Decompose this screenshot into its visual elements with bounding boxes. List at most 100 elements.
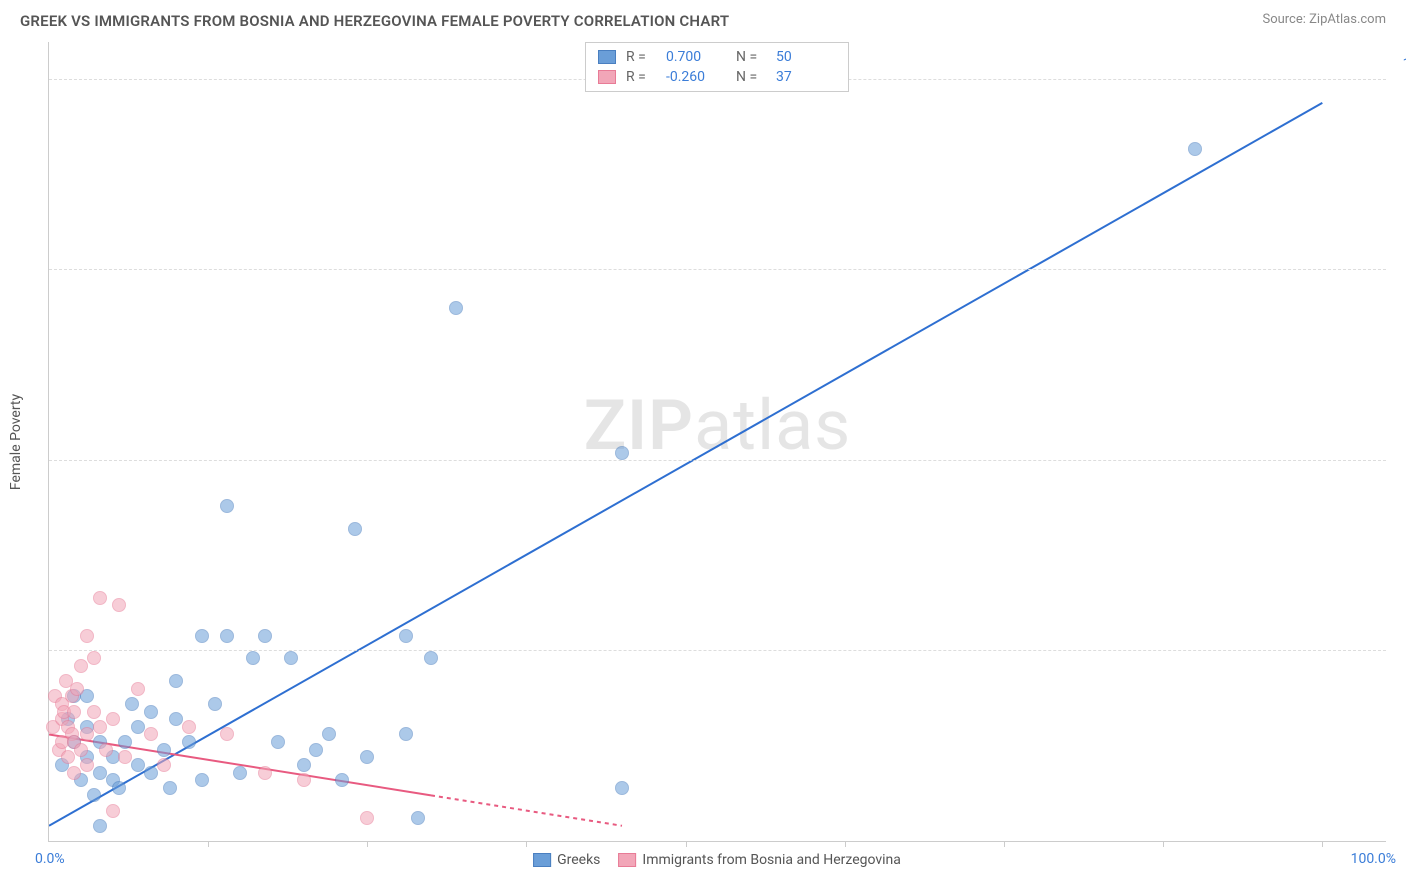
data-point: [233, 766, 247, 780]
data-point: [67, 766, 81, 780]
trend-lines: [49, 42, 1386, 841]
series-label: Immigrants from Bosnia and Herzegovina: [642, 852, 901, 868]
data-point: [87, 788, 101, 802]
grid-line: [49, 269, 1386, 270]
n-label: N =: [736, 49, 766, 65]
data-point: [348, 522, 362, 536]
source-attribution: Source: ZipAtlas.com: [1262, 12, 1386, 27]
data-point: [125, 697, 139, 711]
data-point: [87, 705, 101, 719]
data-point: [118, 735, 132, 749]
n-label: N =: [736, 69, 766, 85]
data-point: [169, 674, 183, 688]
data-point: [74, 743, 88, 757]
x-tick: [526, 841, 527, 847]
data-point: [195, 629, 209, 643]
x-tick: [686, 841, 687, 847]
data-point: [258, 766, 272, 780]
data-point: [615, 781, 629, 795]
data-point: [220, 629, 234, 643]
data-point: [112, 781, 126, 795]
legend-row: R = -0.260 N = 37: [598, 67, 836, 87]
x-tick: [1004, 841, 1005, 847]
data-point: [335, 773, 349, 787]
data-point: [424, 651, 438, 665]
data-point: [297, 758, 311, 772]
plot-area: Female Poverty ZIPatlas 0.0% 100.0% 25.0…: [48, 42, 1386, 842]
watermark-zip: ZIP: [584, 385, 694, 467]
data-point: [322, 727, 336, 741]
data-point: [144, 766, 158, 780]
data-point: [87, 651, 101, 665]
data-point: [70, 682, 84, 696]
series-legend-item: Greeks: [533, 852, 600, 868]
data-point: [360, 750, 374, 764]
data-point: [157, 743, 171, 757]
data-point: [182, 735, 196, 749]
data-point: [61, 750, 75, 764]
y-tick-label: 100.0%: [1403, 56, 1406, 72]
grid-line: [49, 460, 1386, 461]
data-point: [80, 727, 94, 741]
data-point: [131, 758, 145, 772]
source-name: ZipAtlas.com: [1309, 12, 1386, 27]
y-axis-title: Female Poverty: [8, 394, 24, 490]
data-point: [182, 720, 196, 734]
plot-canvas: ZIPatlas 0.0% 100.0% 25.0%50.0%75.0%100.…: [48, 42, 1386, 842]
legend-swatch: [598, 70, 616, 84]
data-point: [99, 743, 113, 757]
n-value: 37: [776, 69, 836, 85]
legend-swatch: [618, 853, 636, 867]
legend-row: R = 0.700 N = 50: [598, 47, 836, 67]
data-point: [93, 720, 107, 734]
x-tick: [1163, 841, 1164, 847]
data-point: [220, 727, 234, 741]
data-point: [163, 781, 177, 795]
data-point: [118, 750, 132, 764]
n-value: 50: [776, 49, 836, 65]
data-point: [615, 446, 629, 460]
data-point: [93, 819, 107, 833]
data-point: [246, 651, 260, 665]
x-tick: [1322, 841, 1323, 847]
data-point: [131, 682, 145, 696]
x-axis-label-100: 100.0%: [1351, 851, 1396, 867]
data-point: [169, 712, 183, 726]
data-point: [399, 727, 413, 741]
data-point: [144, 705, 158, 719]
data-point: [284, 651, 298, 665]
x-axis-label-0: 0.0%: [35, 851, 65, 867]
legend-swatch: [533, 853, 551, 867]
data-point: [131, 720, 145, 734]
r-value: 0.700: [666, 49, 726, 65]
data-point: [67, 705, 81, 719]
series-label: Greeks: [557, 852, 600, 868]
legend-swatch: [598, 50, 616, 64]
data-point: [157, 758, 171, 772]
data-point: [112, 598, 126, 612]
data-point: [297, 773, 311, 787]
data-point: [106, 712, 120, 726]
r-value: -0.260: [666, 69, 726, 85]
r-label: R =: [626, 49, 656, 65]
data-point: [106, 804, 120, 818]
x-tick: [367, 841, 368, 847]
chart-title: GREEK VS IMMIGRANTS FROM BOSNIA AND HERZ…: [20, 12, 729, 30]
data-point: [144, 727, 158, 741]
correlation-legend: R = 0.700 N = 50 R = -0.260 N = 37: [585, 42, 849, 92]
data-point: [309, 743, 323, 757]
data-point: [80, 758, 94, 772]
data-point: [271, 735, 285, 749]
data-point: [93, 766, 107, 780]
data-point: [195, 773, 209, 787]
data-point: [74, 659, 88, 673]
x-tick: [208, 841, 209, 847]
data-point: [258, 629, 272, 643]
r-label: R =: [626, 69, 656, 85]
series-legend-item: Immigrants from Bosnia and Herzegovina: [618, 852, 901, 868]
watermark-atlas: atlas: [694, 385, 851, 467]
grid-line: [49, 650, 1386, 651]
data-point: [1188, 142, 1202, 156]
series-legend: Greeks Immigrants from Bosnia and Herzego…: [533, 852, 901, 868]
data-point: [80, 629, 94, 643]
